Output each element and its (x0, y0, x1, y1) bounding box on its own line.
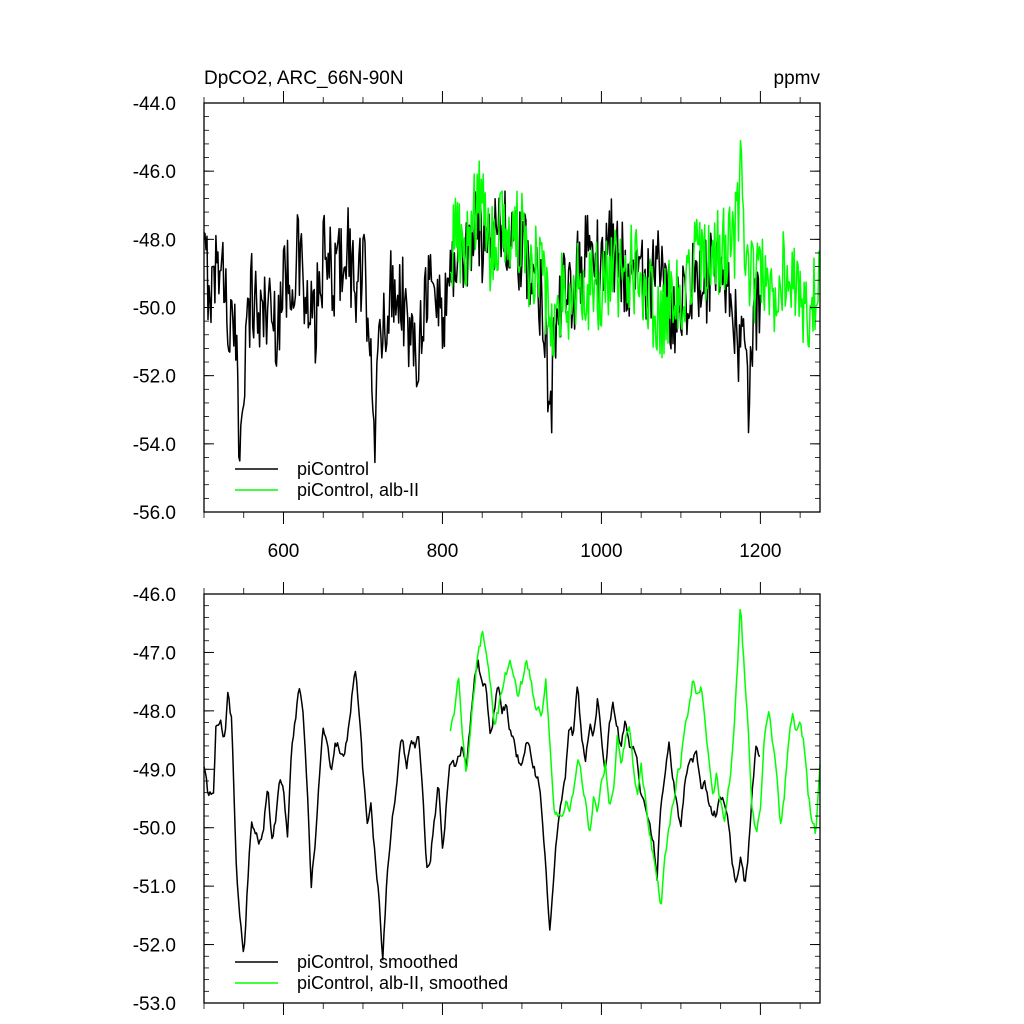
series-group-bottom (203, 608, 821, 961)
y-tick-label: -48.0 (133, 230, 176, 251)
y-tick-label: -48.0 (133, 702, 176, 723)
plot-frame-bottom (203, 593, 821, 1004)
y-tick-label: -52.0 (133, 936, 176, 957)
y-tick-label: -50.0 (133, 819, 176, 840)
y-tick-label: -47.0 (133, 643, 176, 664)
legend-bottom: piControl, smoothed piControl, alb-II, s… (235, 952, 508, 993)
y-tick-label: -53.0 (133, 994, 176, 1015)
chart-title: DpCO2, ARC_66N-90N (204, 68, 404, 89)
series-line-picontrol-alb-ii (449, 139, 821, 359)
y-tick-label: -49.0 (133, 760, 176, 781)
x-tick-label: 800 (427, 541, 459, 562)
plot-frame-top (203, 102, 821, 513)
legend-label-piControl-smoothed: piControl, smoothed (297, 952, 458, 972)
y-tick-label: -51.0 (133, 877, 176, 898)
series-line-picontrol (203, 190, 762, 464)
y-tick-label: -56.0 (133, 503, 176, 524)
series-group-top (203, 139, 821, 464)
legend-top: piControl piControl, alb-II (235, 459, 419, 500)
legend-label-piControl-alb-II: piControl, alb-II (297, 480, 419, 500)
chart-unit-label: ppmv (774, 68, 821, 89)
y-tick-label: -52.0 (133, 367, 176, 388)
series-line-picontrol-smoothed (203, 659, 761, 961)
x-tick-label: 600 (268, 541, 300, 562)
panel-bottom: -53.0 -52.0 -51.0 -50.0 -49.0 -48.0 -47.0 -46.0… (133, 582, 821, 1015)
x-tick-label: 1200 (739, 541, 781, 562)
panel-top: DpCO2, ARC_66N-90N ppmv -56.0 -54.0 -52.0 -… (133, 68, 821, 562)
y-tick-label: -46.0 (133, 162, 176, 183)
legend-label-piControl-alb-II-smoothed: piControl, alb-II, smoothed (297, 973, 508, 993)
x-tick-label: 1000 (580, 541, 622, 562)
y-tick-label: -54.0 (133, 435, 176, 456)
series-line-picontrol-alb-ii-smoothed (449, 608, 821, 905)
y-tick-label: -50.0 (133, 299, 176, 320)
axes-bottom: -53.0 -52.0 -51.0 -50.0 -49.0 -48.0 -47.0 -46.0 (133, 582, 820, 1015)
y-tick-label: -46.0 (133, 585, 176, 606)
legend-label-piControl: piControl (297, 459, 369, 479)
y-tick-label: -44.0 (133, 94, 176, 115)
